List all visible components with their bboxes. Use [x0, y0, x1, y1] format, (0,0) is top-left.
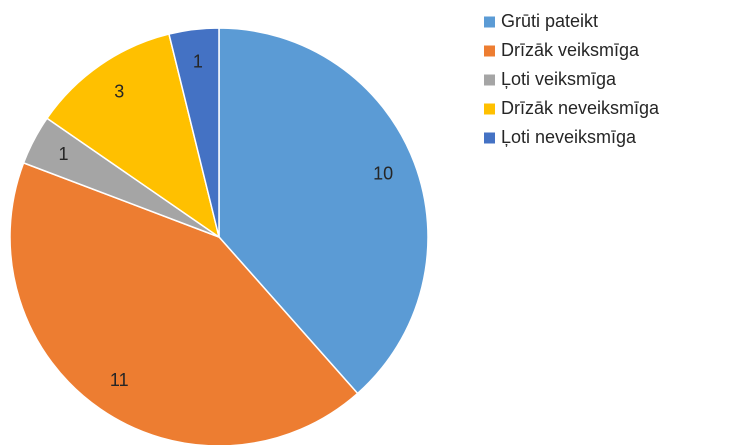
legend-swatch — [484, 45, 495, 57]
legend-swatch — [484, 103, 495, 115]
legend-label: Grūti pateikt — [501, 11, 598, 31]
legend-label: Ļoti neveiksmīga — [501, 127, 637, 147]
legend-swatch — [484, 132, 495, 144]
data-label: 3 — [114, 81, 124, 101]
data-label: 1 — [59, 144, 69, 164]
legend-swatch — [484, 16, 495, 28]
legend-label: Drīzāk veiksmīga — [501, 40, 640, 60]
pie-slice — [9, 161, 359, 445]
legend-label: Ļoti veiksmīga — [501, 69, 617, 89]
pie-slice — [168, 27, 220, 238]
data-label: 10 — [373, 163, 393, 183]
legend-swatch — [484, 74, 495, 86]
data-label: 1 — [193, 51, 203, 71]
pie-slice — [45, 33, 221, 239]
data-label: 11 — [110, 370, 129, 390]
pie-slice — [218, 27, 429, 395]
legend-label: Drīzāk neveiksmīga — [501, 98, 660, 118]
